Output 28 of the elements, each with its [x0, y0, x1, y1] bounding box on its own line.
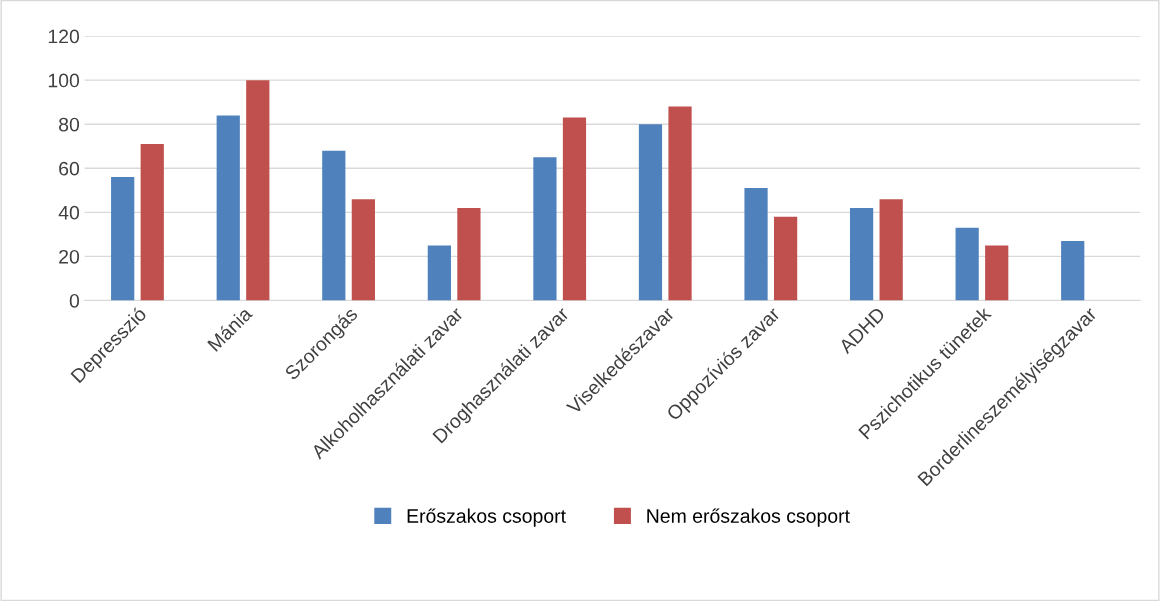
- bar: [955, 227, 979, 301]
- y-tick-label: 0: [69, 293, 80, 308]
- y-tick-label: 120: [48, 29, 80, 44]
- bar: [849, 207, 874, 301]
- bar: [773, 216, 798, 301]
- y-tick-label: 100: [48, 73, 80, 88]
- bar: [216, 115, 240, 301]
- bar: [668, 106, 692, 301]
- y-tick-label: 60: [59, 161, 80, 176]
- bar: [351, 199, 375, 301]
- bar: [638, 124, 663, 301]
- legend-label: Erőszakos csoport: [407, 508, 566, 527]
- bar: [879, 199, 903, 301]
- legend-label: Nem erőszakos csoport: [647, 508, 850, 527]
- bar: [246, 80, 270, 301]
- y-tick-label: 40: [58, 205, 80, 220]
- y-tick-label: 20: [59, 249, 80, 264]
- bar: [457, 207, 481, 301]
- bar: [140, 144, 164, 301]
- bar: [111, 177, 135, 301]
- bar: [427, 245, 451, 301]
- bar: [562, 117, 587, 301]
- bar: [322, 150, 346, 301]
- bar: [985, 245, 1009, 301]
- y-tick-label: 80: [59, 117, 80, 132]
- bar: [744, 188, 768, 301]
- bar: [1061, 241, 1085, 301]
- bar: [533, 157, 557, 301]
